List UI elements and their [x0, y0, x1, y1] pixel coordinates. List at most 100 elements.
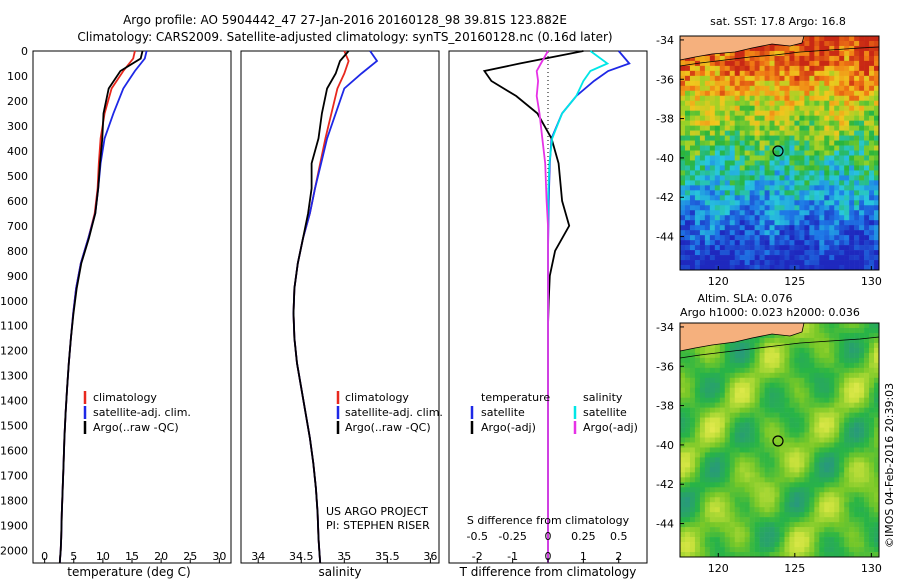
sst-cell	[719, 75, 726, 82]
sst-cell	[814, 85, 820, 92]
sst-cell	[824, 125, 830, 131]
sla-cell	[694, 532, 701, 538]
sla-cell	[854, 522, 860, 528]
sst-cell	[704, 100, 711, 106]
legend-label-argo: Argo(..raw -QC)	[93, 421, 179, 434]
sst-cell	[684, 175, 691, 181]
sst-cell	[779, 240, 785, 246]
sla-cell	[749, 402, 755, 408]
sla-cell	[724, 552, 731, 558]
sla-cell	[714, 387, 721, 393]
sla-cell	[814, 407, 820, 413]
sst-cell	[874, 255, 880, 261]
sla-cell	[754, 552, 760, 558]
sst-cell	[859, 265, 865, 271]
sst-cell	[734, 80, 740, 87]
sst-cell	[769, 250, 775, 256]
sst-cell	[680, 105, 686, 111]
sst-cell	[689, 65, 696, 72]
sla-cell	[754, 352, 760, 359]
sst-cell	[819, 215, 825, 221]
sla-cell	[774, 427, 780, 433]
sst-cell	[749, 135, 755, 141]
sla-cell	[694, 472, 701, 478]
sst-cell	[799, 260, 805, 266]
sst-cell	[684, 125, 691, 131]
sst-cell	[814, 95, 820, 102]
sst-cell	[869, 225, 875, 231]
sst-cell	[784, 150, 790, 156]
sst-cell	[829, 100, 835, 106]
sla-cell	[829, 327, 835, 334]
sla-cell	[819, 517, 825, 523]
sla-cell	[849, 447, 855, 453]
sla-cell	[804, 402, 810, 408]
sst-cell	[854, 260, 860, 266]
sla-cell	[739, 492, 745, 498]
sst-cell	[839, 215, 845, 221]
sla-cell	[739, 467, 745, 473]
sla-cell	[739, 442, 745, 448]
sla-cell	[834, 512, 840, 518]
sst-cell	[754, 250, 760, 256]
sla-cell	[864, 417, 870, 423]
sst-cell	[749, 110, 755, 116]
sla-cell	[829, 532, 835, 538]
sst-cell	[704, 225, 711, 231]
sla-cell	[819, 482, 825, 488]
sst-cell	[684, 100, 691, 106]
sla-cell	[779, 442, 785, 448]
sla-cell	[809, 387, 815, 393]
sst-cell	[789, 80, 795, 87]
sla-cell	[819, 487, 825, 493]
sst-cell	[684, 240, 691, 246]
sst-cell	[849, 210, 855, 216]
sst-cell	[829, 230, 835, 236]
sst-cell	[849, 265, 855, 271]
sst-cell	[689, 255, 696, 261]
sst-cell	[724, 160, 731, 166]
sst-cell	[779, 65, 785, 72]
sst-cell	[769, 65, 775, 72]
sla-cell	[774, 397, 780, 403]
sst-cell	[724, 155, 731, 161]
sst-cell	[714, 65, 721, 72]
sst-cell	[874, 240, 880, 246]
sst-cell	[859, 260, 865, 266]
sla-cell	[729, 472, 736, 478]
sst-cell	[839, 125, 845, 131]
sla-cell	[809, 402, 815, 408]
sst-cell	[714, 145, 721, 151]
sla-cell	[864, 372, 870, 379]
sst-cell	[794, 155, 800, 161]
sla-cell	[694, 547, 701, 553]
sla-cell	[874, 462, 880, 468]
sst-cell	[729, 205, 736, 211]
sst-cell	[744, 250, 750, 256]
sla-cell	[754, 432, 760, 438]
sst-cell	[839, 175, 845, 181]
sst-cell	[699, 215, 706, 221]
diff-s-xtick-label: -0.25	[498, 530, 526, 543]
sla-cell	[859, 347, 865, 354]
sst-cell	[784, 85, 790, 92]
sla-cell	[680, 522, 686, 528]
sla-cell	[864, 397, 870, 403]
sst-cell	[794, 115, 800, 121]
sst-cell	[789, 150, 795, 156]
sla-cell	[829, 547, 835, 553]
sla-cell	[804, 382, 810, 389]
sst-cell	[684, 95, 691, 102]
sst-cell	[764, 75, 770, 82]
sst-cell	[694, 55, 701, 62]
sst-cell	[789, 170, 795, 176]
sla-cell	[804, 547, 810, 553]
sst-cell	[699, 120, 706, 126]
sla-cell	[829, 512, 835, 518]
sla-cell	[799, 377, 805, 384]
sla-cell	[719, 362, 726, 369]
sla-cell	[754, 407, 760, 413]
sst-cell	[704, 120, 711, 126]
sst-cell	[749, 85, 755, 92]
sst-cell	[829, 120, 835, 126]
